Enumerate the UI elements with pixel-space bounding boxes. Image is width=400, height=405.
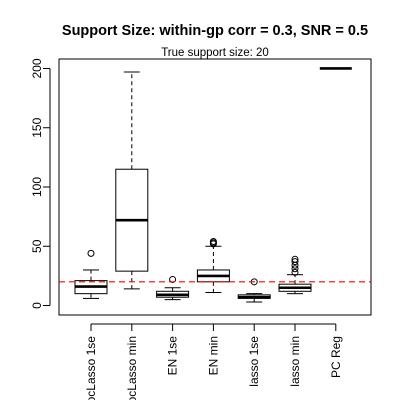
chart-subtitle: True support size: 20 [161,47,269,59]
y-tick-label: 50 [30,239,44,253]
x-tick-label: lasso 1se [247,336,261,387]
box-group [237,278,271,303]
x-tick-label: pcLasso min [125,336,139,400]
y-tick-label: 0 [30,302,44,309]
box-group [156,275,190,301]
outlier-point [169,275,177,283]
box-series [74,67,352,303]
chart-title: Support Size: within-gp corr = 0.3, SNR … [62,23,368,39]
outlier-point [291,255,299,263]
box-group [196,238,230,293]
x-tick-label: EN min [206,336,220,375]
plot-area-frame [58,58,372,316]
box-group [115,71,149,290]
x-tick-label: lasso min [288,336,302,387]
outlier-point [291,268,299,276]
x-axis: pcLasso 1se pcLasso min EN 1se EN min lasso … [84,323,343,403]
x-tick-label: PC Reg [329,336,343,378]
y-tick-label: 200 [30,58,44,78]
outlier-point [209,238,217,246]
y-tick-label: 150 [30,117,44,137]
y-tick-label: 100 [30,177,44,197]
x-tick-label: EN 1se [166,336,180,376]
outlier-point [87,249,95,257]
box-group [74,249,108,299]
box-group [278,255,312,295]
outlier-point [291,265,299,273]
outlier-point [291,258,299,266]
x-tick-label: pcLasso 1se [84,336,98,400]
y-axis: 0 50 100 150 200 [30,58,51,309]
